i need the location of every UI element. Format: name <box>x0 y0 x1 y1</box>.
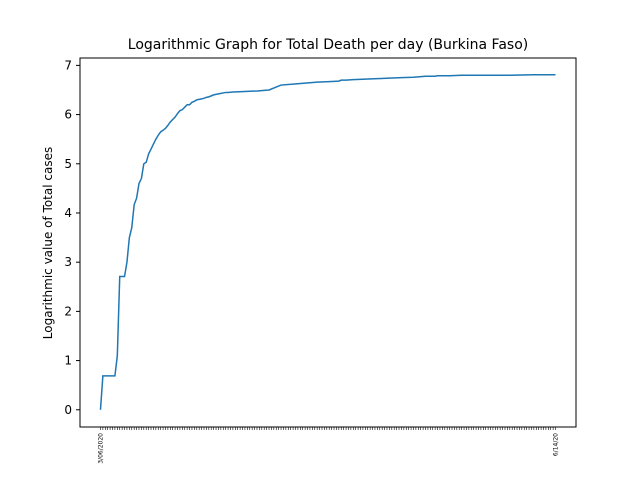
y-tick-label: 1 <box>64 354 72 368</box>
plot-area: 0 1 2 3 4 5 6 7 3/06/2020 6/14/20 <box>64 57 577 464</box>
y-tick-label: 0 <box>64 403 72 417</box>
y-tick-label: 3 <box>64 255 72 269</box>
x-tick-label-last: 6/14/20 <box>553 433 560 456</box>
x-tick-label-first: 3/06/2020 <box>97 433 104 464</box>
y-tick-label: 5 <box>64 157 72 171</box>
plot-frame <box>79 57 577 428</box>
y-tick-label: 6 <box>64 108 72 122</box>
y-tick-label: 7 <box>64 58 72 72</box>
y-tick-label: 4 <box>64 206 72 220</box>
y-tick-label: 2 <box>64 304 72 318</box>
chart-title: Logarithmic Graph for Total Death per da… <box>128 37 528 53</box>
series-line <box>99 73 556 410</box>
y-axis-label: Logarithmic value of Total cases <box>41 147 55 339</box>
